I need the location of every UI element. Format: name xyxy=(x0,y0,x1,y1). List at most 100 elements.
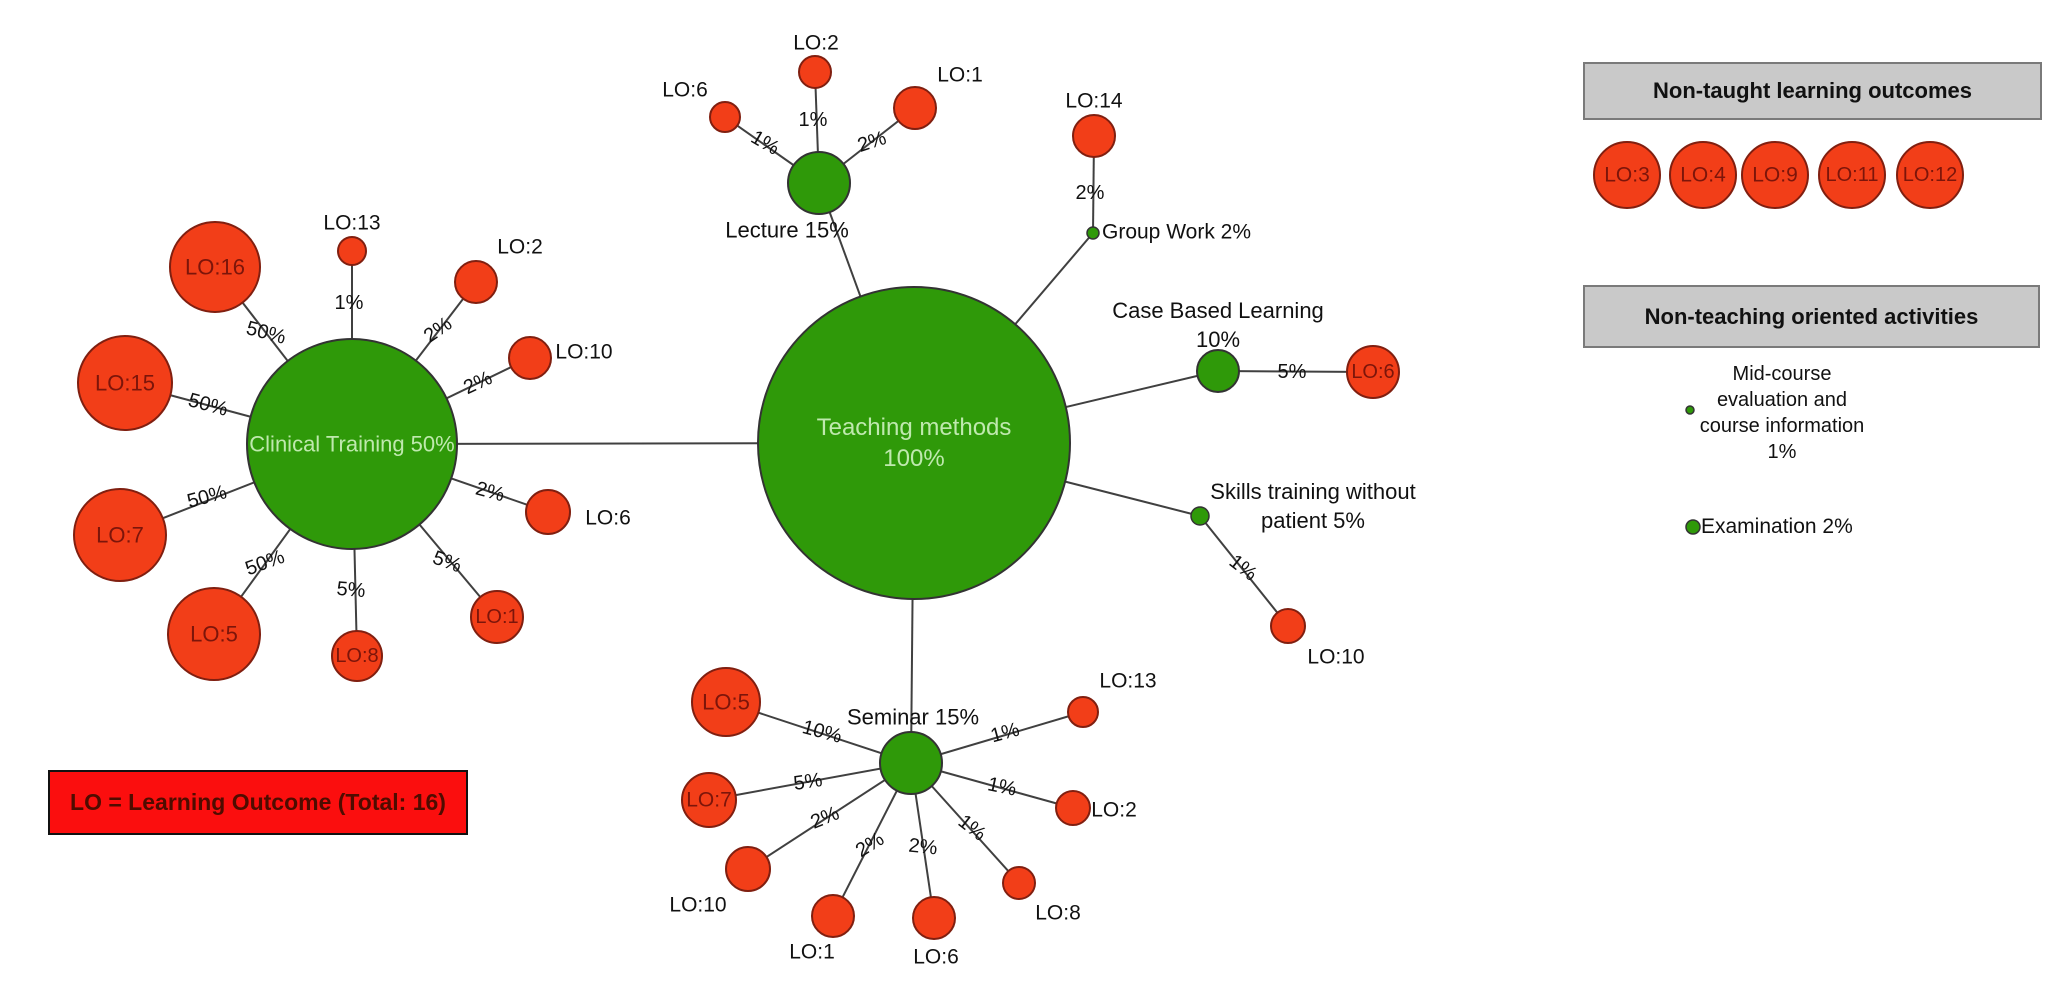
edge-label-clinical-c13: 1% xyxy=(335,292,364,314)
node-label-teaching: Teaching methods xyxy=(817,414,1012,441)
node-c13-outcome-circle xyxy=(337,236,367,266)
edge-label-clinical-c7: 50% xyxy=(185,481,230,513)
edge-label-seminar-se1: 2% xyxy=(852,828,888,862)
node-label-lg11: LO:11 xyxy=(1826,164,1879,186)
node-label-se1: LO:1 xyxy=(789,941,835,964)
edge-seminar-se7 xyxy=(708,762,912,801)
node-se7-outcome-circle xyxy=(681,772,737,828)
node-label-l6: LO:6 xyxy=(662,79,708,102)
node-label-c10c: LO:10 xyxy=(555,341,612,364)
learning-outcome-legend-text: LO = Learning Outcome (Total: 16) xyxy=(70,789,446,815)
node-label-cb6: LO:6 xyxy=(1351,361,1394,383)
node-g14-outcome-circle xyxy=(1072,114,1116,158)
node-l2-outcome-circle xyxy=(798,55,832,89)
node-c5-outcome-circle xyxy=(167,587,261,681)
node-se2-outcome-circle xyxy=(1055,790,1091,826)
node-c15-outcome-circle xyxy=(77,335,173,431)
node-label-clinical: Clinical Training 50% xyxy=(249,432,454,457)
node-label-skills: Skills training without xyxy=(1210,479,1415,504)
node-label-c16: LO:16 xyxy=(185,255,245,280)
node-examdot-method-circle xyxy=(1685,519,1701,535)
node-seminar-method-circle xyxy=(879,731,943,795)
node-teaching-method-circle xyxy=(757,286,1071,600)
node-lg12-outcome-circle xyxy=(1896,141,1964,209)
node-c7-outcome-circle xyxy=(73,488,167,582)
node-c1c-outcome-circle xyxy=(470,590,524,644)
edge-label-cbl-cb6: 5% xyxy=(1278,361,1307,383)
node-label-c2c: LO:2 xyxy=(497,236,543,259)
edge-label-clinical-c10c: 2% xyxy=(460,367,496,399)
examination-label: Examination 2% xyxy=(1701,515,1853,538)
node-label-c7: LO:7 xyxy=(96,523,144,548)
node-label-se10: LO:10 xyxy=(669,894,726,917)
learning-outcome-legend-box: LO = Learning Outcome (Total: 16) xyxy=(48,770,468,835)
node-label-se5: LO:5 xyxy=(702,690,750,715)
edge-skills-s10 xyxy=(1199,515,1289,627)
edge-label-seminar-se10: 2% xyxy=(807,802,842,833)
node-c16-outcome-circle xyxy=(169,221,261,313)
node-label-c1c: LO:1 xyxy=(475,606,518,628)
node-l6-outcome-circle xyxy=(709,101,741,133)
node-cb6-outcome-circle xyxy=(1346,345,1400,399)
non-teaching-activities-title: Non-teaching oriented activities xyxy=(1644,303,1979,329)
non-teaching-activities-panel: Non-teaching oriented activities xyxy=(1583,285,2040,348)
node-label-lecture: Lecture 15% xyxy=(725,218,849,243)
edge-label-seminar-se13: 1% xyxy=(988,719,1022,748)
node-se10-outcome-circle xyxy=(725,846,771,892)
node-clinical-method-circle xyxy=(246,338,458,550)
node-label-cbl: Case Based Learning xyxy=(1112,298,1324,323)
node-label-g14: LO:14 xyxy=(1065,90,1123,113)
node-lecture-method-circle xyxy=(787,151,851,215)
node-label-c5: LO:5 xyxy=(190,622,238,647)
non-taught-outcomes-title: Non-taught learning outcomes xyxy=(1653,78,1972,103)
node-label-lg4: LO:4 xyxy=(1680,164,1726,187)
edge-label-clinical-c5: 50% xyxy=(242,546,287,580)
edge-label-clinical-c15: 50% xyxy=(186,389,231,421)
node-cbl-method-circle xyxy=(1196,349,1240,393)
node-label-l1: LO:1 xyxy=(937,64,983,87)
node-label-teaching: 100% xyxy=(883,445,944,472)
node-label-l2: LO:2 xyxy=(793,32,839,55)
node-label-lg9: LO:9 xyxy=(1752,164,1798,187)
edge-label-seminar-se2: 1% xyxy=(986,773,1019,801)
edge-label-lecture-l2: 1% xyxy=(799,109,828,131)
node-c10c-outcome-circle xyxy=(508,336,552,380)
node-label-lg12: LO:12 xyxy=(1903,164,1957,186)
edge-label-seminar-se7: 5% xyxy=(792,769,824,795)
edge-label-seminar-se5: 10% xyxy=(800,716,845,748)
node-middot-method-circle xyxy=(1685,405,1695,415)
node-se5-outcome-circle xyxy=(691,667,761,737)
node-lg3-outcome-circle xyxy=(1593,141,1661,209)
edge-seminar-se10 xyxy=(747,762,912,870)
node-label-se8: LO:8 xyxy=(1035,902,1081,925)
node-lg9-outcome-circle xyxy=(1741,141,1809,209)
edge-label-skills-s10: 1% xyxy=(1225,550,1261,585)
node-se6-outcome-circle xyxy=(912,896,956,940)
edge-label-groupwork-g14: 2% xyxy=(1076,182,1105,204)
mid-course-evaluation-label: Mid-course evaluation and course informa… xyxy=(1699,363,1865,463)
node-c6c-outcome-circle xyxy=(525,489,571,535)
node-l1-outcome-circle xyxy=(893,86,937,130)
node-label-s10: LO:10 xyxy=(1307,646,1364,669)
node-label-groupwork: Group Work 2% xyxy=(1102,221,1251,244)
node-label-se7: LO:7 xyxy=(686,789,732,812)
node-label-seminar: Seminar 15% xyxy=(847,705,979,730)
node-label-c13: LO:13 xyxy=(323,212,380,235)
edge-label-seminar-se6: 2% xyxy=(907,835,938,860)
node-label-c15: LO:15 xyxy=(95,371,155,396)
node-s10-outcome-circle xyxy=(1270,608,1306,644)
node-label-cbl: 10% xyxy=(1196,327,1240,352)
node-label-skills: patient 5% xyxy=(1261,508,1365,533)
edge-label-clinical-c2c: 2% xyxy=(420,313,456,348)
node-se1-outcome-circle xyxy=(811,894,855,938)
node-groupwork-method-circle xyxy=(1086,226,1100,240)
node-c2c-outcome-circle xyxy=(454,260,498,304)
edge-label-clinical-c8: 5% xyxy=(336,578,367,602)
node-se8-outcome-circle xyxy=(1002,866,1036,900)
node-lg11-outcome-circle xyxy=(1818,141,1886,209)
node-label-c6c: LO:6 xyxy=(585,507,631,530)
node-label-lg3: LO:3 xyxy=(1604,164,1650,187)
node-label-se13: LO:13 xyxy=(1099,670,1156,693)
edge-label-clinical-c6c: 2% xyxy=(473,478,507,507)
